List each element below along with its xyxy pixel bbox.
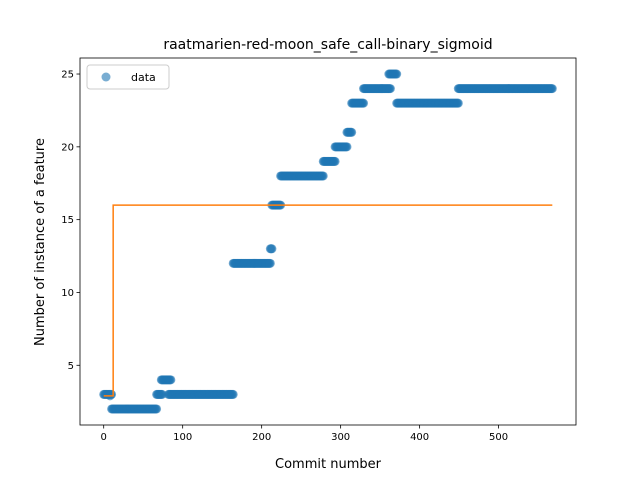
data-point — [547, 84, 557, 94]
axes: 0 100 200 300 400 500 5 10 15 20 25 — [61, 57, 577, 443]
legend: data — [86, 64, 170, 90]
legend-box — [86, 64, 170, 90]
legend-label: data — [131, 71, 156, 84]
data-point — [359, 98, 369, 108]
axes-frame — [79, 57, 577, 426]
y-tick-label: 10 — [61, 288, 74, 299]
x-tick-label: 100 — [173, 432, 192, 443]
y-tick-label: 25 — [61, 70, 74, 81]
x-tick-label: 200 — [252, 432, 271, 443]
x-tick-label: 0 — [101, 432, 107, 443]
plot-area — [99, 69, 557, 414]
y-tick-label: 15 — [61, 215, 74, 226]
data-point — [157, 389, 167, 399]
data-point — [152, 404, 162, 414]
legend-marker — [101, 72, 111, 82]
y-tick-label: 20 — [61, 142, 74, 153]
x-tick-label: 300 — [331, 432, 350, 443]
data-point — [318, 171, 328, 181]
data-point — [267, 244, 277, 254]
y-axis-label: Number of instance of a feature — [33, 138, 48, 346]
data-point — [392, 69, 402, 79]
data-point — [347, 127, 357, 137]
x-tick-label: 500 — [489, 432, 508, 443]
data-point — [265, 258, 275, 268]
data-point — [342, 142, 352, 152]
data-point — [385, 84, 395, 94]
data-point — [453, 98, 463, 108]
data-point — [228, 389, 238, 399]
x-tick-label: 400 — [410, 432, 429, 443]
chart-title: raatmarien-red-moon_safe_call-binary_sig… — [163, 37, 492, 53]
x-axis-label: Commit number — [275, 457, 382, 472]
data-point — [330, 156, 340, 166]
fitted-line — [103, 204, 553, 397]
data-point — [166, 375, 176, 385]
y-tick-label: 5 — [68, 361, 74, 372]
